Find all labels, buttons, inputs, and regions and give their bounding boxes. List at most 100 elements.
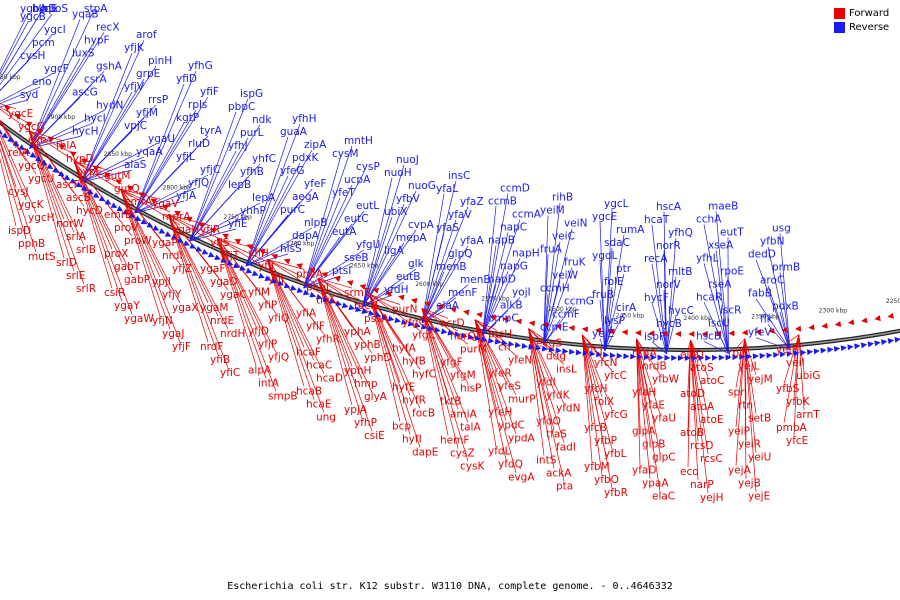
forward-gene-label-ygaX[interactable]: ygaX (172, 302, 199, 314)
forward-gene-label-yejF[interactable]: yejF (776, 344, 798, 356)
forward-gene-label-elaC[interactable]: elaC (652, 491, 675, 503)
forward-gene-label-glyA[interactable]: glyA (364, 391, 388, 403)
reverse-gene-label-yhfC[interactable]: yhfC (252, 153, 276, 165)
forward-gene-label-yfbW[interactable]: yfbW (652, 374, 680, 386)
forward-gene-label-yfcG[interactable]: yfcG (604, 409, 628, 421)
forward-gene-label-yfjY[interactable]: yfjY (162, 289, 182, 301)
reverse-gene-label-alkB[interactable]: alkB (500, 299, 523, 311)
reverse-gene-label-purC[interactable]: purC (280, 204, 305, 216)
reverse-gene-label-usg[interactable]: usg (772, 223, 791, 235)
forward-gene-label-veiI[interactable]: veiI (786, 357, 805, 369)
forward-gene-label-yfeS[interactable]: yfeS (498, 381, 521, 393)
forward-gene-label-emrA[interactable]: emrA (124, 196, 153, 208)
reverse-gene-label-ucpA[interactable]: ucpA (344, 174, 371, 186)
forward-gene-label-nrdA[interactable]: nrdA (632, 348, 657, 360)
reverse-gene-label-ygdL[interactable]: ygdL (592, 250, 618, 262)
forward-gene-label-ypjA[interactable]: ypjA (344, 404, 368, 416)
forward-gene-label-atoB[interactable]: atoB (680, 427, 704, 439)
reverse-gene-label-hycC[interactable]: hycC (668, 305, 694, 317)
forward-gene-label-ypjI[interactable]: ypjI (152, 276, 171, 288)
forward-gene-label-gutM[interactable]: gutM (104, 170, 131, 182)
forward-gene-label-ygcK[interactable]: ygcK (18, 199, 45, 211)
reverse-gene-label-yfhB[interactable]: yfhB (240, 166, 264, 178)
forward-gene-label-ypdA[interactable]: ypdA (508, 433, 536, 445)
reverse-gene-label-fabB[interactable]: fabB (748, 288, 772, 300)
forward-gene-label-intA[interactable]: intA (258, 377, 280, 389)
reverse-gene-label-ompC[interactable]: ompC (488, 312, 519, 324)
forward-gene-label-yfiH[interactable]: yfiH (248, 247, 269, 259)
forward-gene-label-narQ[interactable]: narQ (450, 330, 476, 342)
reverse-gene-label-pdxK[interactable]: pdxK (292, 152, 320, 164)
forward-gene-label-hcaF[interactable]: hcaF (296, 346, 321, 358)
forward-gene-label-yfiQ[interactable]: yfiQ (268, 312, 289, 324)
reverse-gene-label-yfeT[interactable]: yfeT (332, 187, 355, 199)
reverse-gene-label-yfaA[interactable]: yfaA (460, 235, 484, 247)
forward-gene-label-glpA[interactable]: glpA (632, 426, 656, 438)
reverse-gene-label-cysH[interactable]: cysH (20, 50, 45, 62)
reverse-gene-label-ligA[interactable]: ligA (384, 245, 404, 257)
reverse-gene-label-elaA[interactable]: elaA (436, 300, 460, 312)
forward-gene-label-hemF[interactable]: hemF (440, 434, 469, 446)
forward-gene-label-atoS[interactable]: atoS (690, 362, 714, 374)
reverse-gene-label-cchA[interactable]: cchA (696, 213, 722, 225)
reverse-gene-label-eutA[interactable]: eutA (332, 226, 357, 238)
forward-gene-label-hyfI[interactable]: hyfI (402, 434, 422, 446)
forward-gene-label-atoC[interactable]: atoC (700, 375, 724, 387)
forward-gene-label-trxC[interactable]: trxC (316, 294, 338, 306)
forward-gene-label-ackA[interactable]: ackA (546, 468, 572, 480)
reverse-gene-label-kgtP[interactable]: kgtP (176, 112, 199, 124)
reverse-gene-label-csrA[interactable]: csrA (84, 73, 108, 85)
forward-gene-label-nrdI[interactable]: nrdI (162, 250, 183, 262)
reverse-gene-label-cysM[interactable]: cysM (332, 148, 359, 160)
forward-gene-label-ygaJ[interactable]: ygaJ (162, 328, 184, 340)
reverse-gene-label-yfiD[interactable]: yfiD (176, 73, 197, 85)
forward-gene-label-yfcC[interactable]: yfcC (604, 370, 627, 382)
reverse-gene-label-yfjM[interactable]: yfjM (136, 107, 158, 119)
forward-gene-label-ubiG[interactable]: ubiG (796, 370, 820, 382)
reverse-gene-label-aegA[interactable]: aegA (292, 191, 320, 203)
forward-gene-label-yfjR[interactable]: yfjR (200, 224, 220, 236)
forward-gene-label-yfiF[interactable]: yfiF (306, 320, 325, 332)
reverse-gene-label-pinH[interactable]: pinH (148, 55, 172, 67)
reverse-gene-label-sdaC[interactable]: sdaC (604, 237, 630, 249)
forward-gene-label-pheL[interactable]: pheL (306, 281, 332, 293)
forward-gene-label-ygaM[interactable]: ygaM (200, 302, 228, 314)
forward-gene-label-yfaU[interactable]: yfaU (652, 413, 676, 425)
reverse-gene-label-mltB[interactable]: mltB (668, 266, 692, 278)
forward-gene-label-hcaB[interactable]: hcaB (296, 385, 322, 397)
forward-gene-label-yfhR[interactable]: yfhR (316, 333, 340, 345)
reverse-gene-label-purL[interactable]: purL (240, 127, 264, 139)
reverse-gene-label-fruK[interactable]: fruK (564, 257, 587, 269)
reverse-gene-label-iscR[interactable]: iscR (720, 304, 741, 316)
reverse-gene-label-yfiF[interactable]: yfiF (200, 86, 219, 98)
forward-gene-label-yfdI[interactable]: yfdI (536, 377, 556, 389)
forward-gene-label-ygaD[interactable]: ygaD (210, 276, 237, 288)
forward-gene-label-yfjF[interactable]: yfjF (172, 341, 191, 353)
reverse-gene-label-yfjK[interactable]: yfjK (124, 42, 145, 54)
forward-gene-label-evgS[interactable]: evgS (536, 338, 562, 350)
forward-gene-label-elaD[interactable]: elaD (680, 349, 704, 361)
reverse-gene-label-ccmB[interactable]: ccmB (488, 195, 517, 207)
reverse-gene-label-ptsI[interactable]: ptsI (332, 265, 351, 277)
reverse-gene-label-hisS[interactable]: hisS (280, 243, 302, 255)
forward-gene-label-yfbR[interactable]: yfbR (604, 487, 628, 499)
reverse-gene-label-napC[interactable]: napC (500, 221, 527, 233)
forward-gene-label-proW[interactable]: proW (124, 235, 152, 247)
reverse-gene-label-veiN[interactable]: veiN (564, 218, 587, 230)
forward-gene-label-gabP[interactable]: gabP (124, 274, 150, 286)
reverse-gene-label-yfhJ[interactable]: yfhJ (228, 140, 248, 152)
reverse-gene-label-yfjV[interactable]: yfjV (124, 81, 145, 93)
forward-gene-label-hcaC[interactable]: hcaC (306, 359, 332, 371)
reverse-gene-label-hscB[interactable]: hscB (696, 330, 721, 342)
forward-gene-label-yfgM[interactable]: yfgM (450, 369, 476, 381)
forward-gene-label-pssA[interactable]: pssA (364, 313, 390, 325)
reverse-gene-label-aroC[interactable]: aroC (760, 275, 784, 287)
reverse-gene-label-napH[interactable]: napH (512, 247, 540, 259)
forward-gene-label-cysZ[interactable]: cysZ (450, 447, 475, 459)
reverse-gene-label-hycF[interactable]: hycF (644, 292, 669, 304)
reverse-gene-label-yfjC[interactable]: yfjC (200, 164, 220, 176)
forward-gene-label-relA[interactable]: relA (8, 147, 29, 159)
reverse-gene-label-nuoH[interactable]: nuoH (384, 167, 412, 179)
forward-gene-label-yphA[interactable]: yphA (344, 326, 372, 338)
forward-gene-label-yfbK[interactable]: yfbK (786, 396, 811, 408)
